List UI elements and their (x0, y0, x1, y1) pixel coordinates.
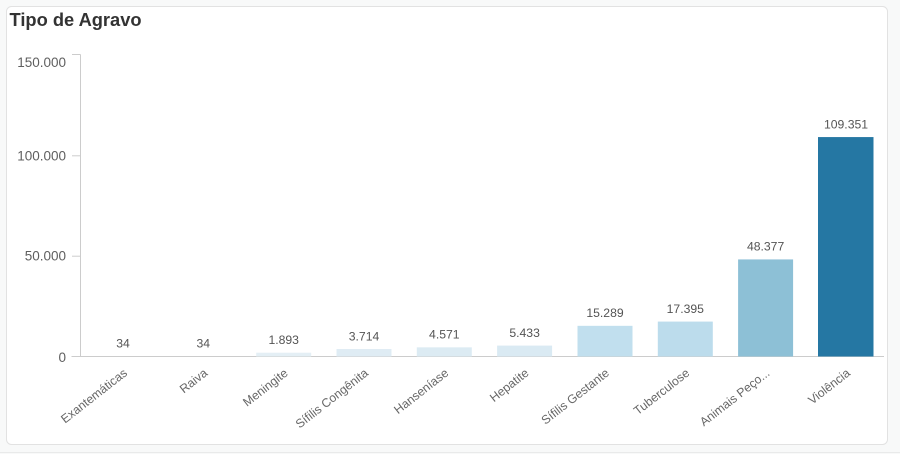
svg-text:34: 34 (116, 337, 130, 351)
svg-text:Tipo de Agravo: Tipo de Agravo (10, 9, 142, 30)
svg-text:0: 0 (58, 350, 66, 365)
svg-text:48.377: 48.377 (747, 240, 784, 254)
svg-text:34: 34 (197, 337, 211, 351)
svg-text:100.000: 100.000 (17, 148, 66, 163)
svg-text:50.000: 50.000 (25, 249, 66, 264)
svg-text:1.893: 1.893 (268, 333, 299, 347)
svg-text:109.351: 109.351 (824, 117, 868, 131)
svg-text:5.433: 5.433 (509, 326, 540, 340)
svg-text:150.000: 150.000 (17, 55, 66, 70)
svg-text:3.714: 3.714 (349, 329, 380, 343)
svg-text:15.289: 15.289 (586, 306, 623, 320)
svg-text:4.571: 4.571 (429, 328, 460, 342)
svg-text:17.395: 17.395 (667, 302, 704, 316)
